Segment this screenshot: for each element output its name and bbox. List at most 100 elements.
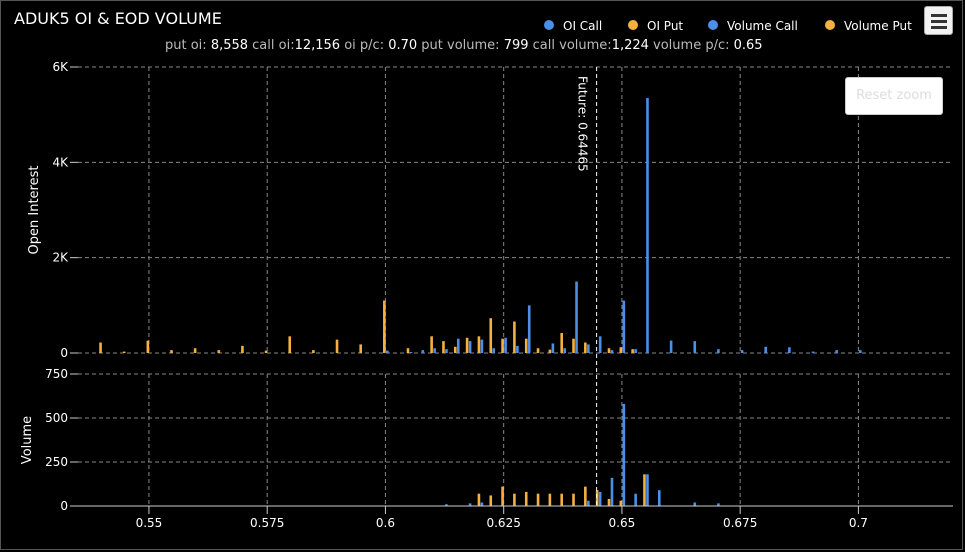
bar[interactable] [572,493,575,506]
bar[interactable] [492,348,496,353]
bar[interactable] [421,350,425,353]
bar[interactable] [607,498,611,506]
bar[interactable] [501,486,504,506]
bar[interactable] [504,337,507,353]
bar[interactable] [560,332,563,353]
bar[interactable] [587,344,590,353]
x-tick-label: 0.7 [849,516,868,530]
x-tick-label: 0.675 [723,516,757,530]
bar[interactable] [764,346,768,353]
bar[interactable] [548,349,552,353]
legend-marker [628,20,638,30]
bar[interactable] [383,300,386,353]
bar[interactable] [563,348,566,353]
bar[interactable] [811,351,815,353]
bar[interactable] [631,349,634,353]
bar[interactable] [595,490,599,506]
bar[interactable] [634,493,637,506]
bar[interactable] [634,349,637,353]
bar[interactable] [409,352,413,353]
bar[interactable] [193,348,197,353]
bar[interactable] [122,351,126,353]
bar[interactable] [693,502,697,506]
bar[interactable] [524,491,528,506]
bar[interactable] [657,490,661,506]
bar[interactable] [335,339,339,353]
bar[interactable] [489,318,493,353]
bar[interactable] [513,321,516,353]
stat-value: 1,224 [612,38,649,53]
bar[interactable] [468,341,472,353]
bar[interactable] [622,300,626,353]
bar[interactable] [406,348,410,353]
bar[interactable] [516,345,519,353]
bar[interactable] [598,336,602,353]
bar[interactable] [524,338,528,353]
bar[interactable] [536,493,540,506]
bar[interactable] [288,336,292,353]
bar[interactable] [442,341,445,353]
legend-item-label[interactable]: Volume Put [844,19,912,33]
bar[interactable] [693,341,697,353]
bar[interactable] [859,350,862,353]
reset-zoom-button[interactable]: Reset zoom [845,77,943,115]
bar[interactable] [598,491,602,506]
bar[interactable] [477,336,481,353]
bar[interactable] [536,348,540,353]
bar[interactable] [646,97,649,353]
y-tick-label: 6K [52,60,69,74]
bar[interactable] [610,350,614,353]
y-tick-label: 4K [52,155,69,169]
bar[interactable] [456,338,460,353]
bar[interactable] [717,349,720,353]
bar[interactable] [584,486,587,506]
bar[interactable] [453,346,457,353]
bar[interactable] [312,350,315,353]
bar[interactable] [465,337,469,353]
y-tick-label: 250 [45,455,68,469]
bar[interactable] [622,403,626,506]
bar[interactable] [468,503,472,506]
bar[interactable] [548,493,552,506]
bar[interactable] [740,350,744,353]
hamburger-menu-icon[interactable] [924,6,953,35]
bar[interactable] [788,347,791,353]
legend-item-label[interactable]: Volume Call [727,19,798,33]
bar[interactable] [433,348,436,353]
bar[interactable] [430,336,433,353]
bar[interactable] [99,342,102,353]
bar[interactable] [386,350,389,353]
bar[interactable] [445,504,448,506]
bar[interactable] [835,350,838,353]
bar[interactable] [607,348,611,353]
bar[interactable] [217,350,221,353]
bar[interactable] [501,338,504,353]
bar[interactable] [445,349,448,353]
bar[interactable] [619,500,623,506]
bar[interactable] [587,500,590,506]
bar[interactable] [264,350,268,353]
bar[interactable] [146,340,150,353]
bar[interactable] [572,338,575,353]
bar[interactable] [527,305,531,353]
bar[interactable] [551,343,555,353]
bar[interactable] [575,281,578,354]
bar[interactable] [489,495,493,506]
bar[interactable] [513,493,516,506]
bar[interactable] [170,350,173,353]
bar[interactable] [619,347,623,353]
bar[interactable] [717,503,720,506]
bar[interactable] [241,345,244,353]
bar[interactable] [477,493,481,506]
bar[interactable] [646,474,649,506]
bar[interactable] [643,474,646,506]
bar[interactable] [610,477,614,506]
bar[interactable] [480,339,484,353]
bar[interactable] [359,344,362,353]
legend-item-label[interactable]: OI Call [563,19,602,33]
legend-item-label[interactable]: OI Put [647,19,683,33]
bar[interactable] [560,493,563,506]
bar[interactable] [669,340,673,353]
bar[interactable] [480,502,484,506]
bar[interactable] [584,342,587,353]
